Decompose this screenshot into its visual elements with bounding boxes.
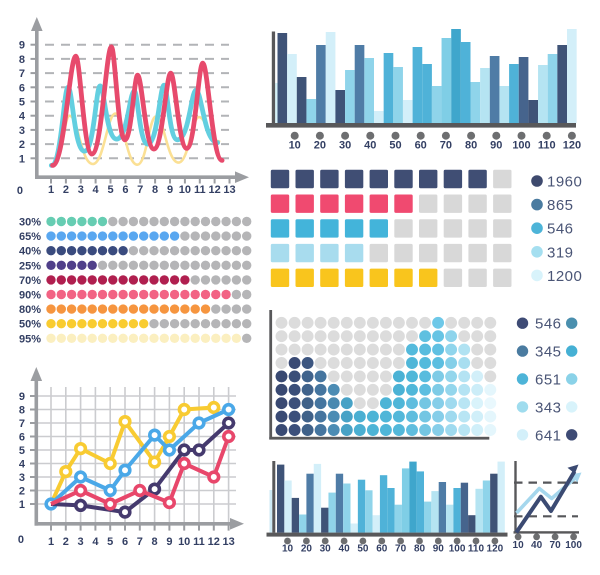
svg-text:319: 319 xyxy=(547,244,574,261)
svg-text:100: 100 xyxy=(449,544,466,555)
svg-text:5: 5 xyxy=(107,184,113,196)
svg-text:13: 13 xyxy=(223,184,235,196)
svg-text:100: 100 xyxy=(512,140,530,152)
svg-text:7: 7 xyxy=(19,68,25,80)
svg-text:90: 90 xyxy=(490,140,502,152)
svg-text:12: 12 xyxy=(208,536,220,548)
svg-text:70: 70 xyxy=(440,140,452,152)
svg-text:10: 10 xyxy=(179,184,191,196)
svg-text:60: 60 xyxy=(376,544,388,555)
svg-text:5: 5 xyxy=(19,97,25,109)
svg-text:6: 6 xyxy=(122,536,128,548)
svg-text:3: 3 xyxy=(19,472,25,484)
svg-text:5: 5 xyxy=(19,445,25,457)
svg-text:4: 4 xyxy=(19,459,26,471)
svg-text:80: 80 xyxy=(465,140,477,152)
svg-text:3: 3 xyxy=(78,184,84,196)
svg-text:1: 1 xyxy=(19,153,25,165)
svg-text:40: 40 xyxy=(531,540,543,551)
svg-text:6: 6 xyxy=(19,432,25,444)
svg-text:3: 3 xyxy=(78,536,84,548)
svg-text:345: 345 xyxy=(535,344,562,361)
svg-text:90: 90 xyxy=(433,544,445,555)
svg-text:80%: 80% xyxy=(19,304,41,316)
svg-text:65%: 65% xyxy=(19,231,41,243)
svg-text:7: 7 xyxy=(137,536,143,548)
svg-text:120: 120 xyxy=(563,140,581,152)
svg-text:30: 30 xyxy=(339,140,351,152)
svg-text:1: 1 xyxy=(19,499,25,511)
svg-text:70%: 70% xyxy=(19,275,41,287)
svg-text:0: 0 xyxy=(17,185,23,197)
svg-text:9: 9 xyxy=(166,536,172,548)
svg-text:20: 20 xyxy=(301,544,313,555)
svg-text:1: 1 xyxy=(48,184,54,196)
svg-text:343: 343 xyxy=(535,399,562,416)
svg-text:120: 120 xyxy=(487,544,504,555)
svg-text:12: 12 xyxy=(208,184,220,196)
svg-text:40%: 40% xyxy=(19,246,41,258)
svg-text:13: 13 xyxy=(222,536,234,548)
svg-text:7: 7 xyxy=(137,184,143,196)
svg-text:10: 10 xyxy=(282,544,294,555)
svg-text:30%: 30% xyxy=(19,217,41,229)
svg-text:70: 70 xyxy=(550,540,562,551)
svg-text:30: 30 xyxy=(320,544,332,555)
svg-text:7: 7 xyxy=(19,418,25,430)
svg-text:80: 80 xyxy=(414,544,426,555)
svg-text:0: 0 xyxy=(18,534,24,546)
svg-text:2: 2 xyxy=(63,536,69,548)
svg-text:40: 40 xyxy=(339,544,351,555)
svg-text:2: 2 xyxy=(19,486,25,498)
svg-text:40: 40 xyxy=(364,140,376,152)
svg-text:110: 110 xyxy=(468,544,485,555)
svg-text:9: 9 xyxy=(19,391,25,403)
svg-text:9: 9 xyxy=(167,184,173,196)
svg-text:546: 546 xyxy=(547,221,574,238)
svg-text:8: 8 xyxy=(19,405,25,417)
svg-text:546: 546 xyxy=(535,316,562,333)
svg-text:95%: 95% xyxy=(19,333,41,345)
svg-text:10: 10 xyxy=(289,140,301,152)
svg-text:10: 10 xyxy=(178,536,190,548)
svg-text:25%: 25% xyxy=(19,260,41,272)
svg-text:20: 20 xyxy=(314,140,326,152)
svg-text:6: 6 xyxy=(19,82,25,94)
svg-text:110: 110 xyxy=(538,140,556,152)
svg-text:8: 8 xyxy=(152,184,158,196)
svg-text:90%: 90% xyxy=(19,290,41,302)
svg-text:6: 6 xyxy=(122,184,128,196)
svg-text:3: 3 xyxy=(19,125,25,137)
svg-text:60: 60 xyxy=(415,140,427,152)
svg-text:4: 4 xyxy=(19,111,26,123)
svg-text:11: 11 xyxy=(194,184,206,196)
svg-text:50%: 50% xyxy=(19,319,41,331)
svg-text:50: 50 xyxy=(389,140,401,152)
svg-text:4: 4 xyxy=(93,184,100,196)
svg-text:10: 10 xyxy=(513,540,525,551)
svg-text:8: 8 xyxy=(19,54,25,66)
svg-text:1960: 1960 xyxy=(547,174,582,191)
svg-text:50: 50 xyxy=(357,544,369,555)
svg-text:2: 2 xyxy=(63,184,69,196)
svg-text:9: 9 xyxy=(19,40,25,52)
svg-text:1200: 1200 xyxy=(547,268,582,285)
svg-text:641: 641 xyxy=(535,427,562,444)
svg-text:100: 100 xyxy=(565,540,582,551)
svg-text:651: 651 xyxy=(535,372,562,389)
svg-text:8: 8 xyxy=(152,536,158,548)
svg-text:5: 5 xyxy=(107,536,113,548)
svg-text:1: 1 xyxy=(48,536,54,548)
svg-text:11: 11 xyxy=(193,536,205,548)
svg-text:2: 2 xyxy=(19,139,25,151)
svg-text:70: 70 xyxy=(395,544,407,555)
svg-text:4: 4 xyxy=(92,536,99,548)
svg-text:865: 865 xyxy=(547,197,574,214)
